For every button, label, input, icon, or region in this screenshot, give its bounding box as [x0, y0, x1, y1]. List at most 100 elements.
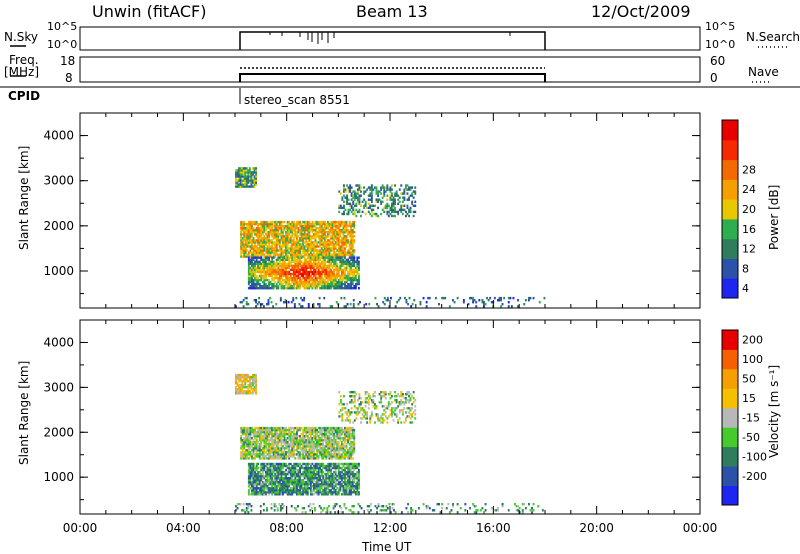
- data-cell: [247, 474, 250, 478]
- data-cell: [248, 390, 251, 393]
- data-cell: [299, 260, 301, 263]
- data-cell: [317, 249, 320, 252]
- data-cell: [473, 299, 476, 302]
- data-cell: [265, 470, 267, 474]
- data-cell: [297, 266, 300, 270]
- data-cell: [308, 426, 311, 430]
- data-cell: [268, 468, 270, 472]
- data-cell: [247, 224, 250, 228]
- data-cell: [268, 268, 270, 272]
- data-cell: [314, 485, 317, 488]
- data-cell: [247, 384, 250, 387]
- data-cell: [268, 270, 270, 274]
- data-cell: [254, 233, 256, 236]
- data-cell: [322, 439, 325, 442]
- data-cell: [274, 468, 277, 472]
- data-cell: [330, 479, 332, 482]
- data-cell: [291, 253, 294, 256]
- data-cell: [351, 229, 354, 232]
- colorbar-swatch: [722, 278, 738, 299]
- data-cell: [339, 430, 342, 434]
- data-cell: [355, 417, 358, 420]
- data-cell: [309, 428, 312, 432]
- data-cell: [236, 375, 239, 379]
- data-cell: [255, 443, 258, 446]
- data-cell: [306, 235, 309, 238]
- data-cell: [350, 391, 353, 394]
- data-cell: [339, 276, 342, 280]
- data-cell: [305, 224, 308, 228]
- data-cell: [258, 268, 261, 272]
- data-cell: [350, 487, 353, 490]
- data-cell: [309, 245, 312, 248]
- data-cell: [344, 227, 346, 230]
- data-cell: [311, 428, 314, 432]
- data-cell: [340, 432, 343, 436]
- data-cell: [255, 380, 257, 383]
- data-cell: [288, 251, 291, 254]
- data-cell: [255, 258, 258, 261]
- data-cell: [343, 403, 345, 406]
- data-cell: [257, 481, 260, 484]
- data-cell: [258, 231, 261, 234]
- data-cell: [247, 173, 250, 176]
- data-cell: [323, 229, 326, 232]
- data-cell: [289, 272, 292, 276]
- data-cell: [348, 220, 351, 224]
- data-cell: [377, 198, 379, 201]
- data-cell: [265, 443, 267, 446]
- data-cell: [325, 264, 328, 268]
- data-cell: [249, 227, 252, 230]
- data-cell: [355, 194, 358, 197]
- data-cell: [297, 227, 300, 230]
- data-cell: [272, 282, 275, 286]
- data-cell: [345, 285, 348, 288]
- data-cell: [278, 264, 281, 268]
- data-cell: [301, 299, 304, 302]
- data-cell: [255, 472, 258, 476]
- data-cell: [292, 274, 295, 278]
- data-cell: [319, 276, 322, 280]
- data-cell: [351, 443, 354, 446]
- data-cell: [244, 457, 247, 460]
- data-cell: [517, 305, 519, 308]
- data-cell: [261, 264, 264, 268]
- data-cell: [334, 266, 337, 270]
- data-cell: [254, 472, 256, 476]
- data-cell: [330, 280, 332, 284]
- data-cell: [316, 479, 318, 482]
- data-cell: [251, 235, 253, 238]
- data-cell: [414, 200, 417, 203]
- data-cell: [294, 453, 297, 456]
- data-cell: [352, 421, 355, 424]
- data-cell: [306, 479, 309, 482]
- data-cell: [299, 489, 301, 492]
- data-cell: [274, 453, 277, 456]
- data-cell: [297, 262, 300, 265]
- data-cell: [257, 470, 260, 474]
- data-cell: [342, 272, 345, 276]
- data-cell: [265, 251, 267, 254]
- data-cell: [255, 287, 258, 290]
- data-cell: [292, 439, 295, 442]
- data-cell: [363, 206, 365, 210]
- data-cell: [303, 222, 306, 226]
- data-cell: [334, 453, 337, 456]
- data-cell: [331, 439, 334, 442]
- data-cell: [313, 285, 315, 288]
- data-cell: [275, 455, 278, 458]
- data-cell: [334, 268, 337, 272]
- data-cell: [412, 210, 415, 214]
- data-cell: [319, 270, 322, 274]
- data-cell: [288, 445, 291, 448]
- data-cell: [348, 241, 351, 244]
- data-cell: [271, 276, 274, 280]
- data-cell: [385, 299, 388, 302]
- data-cell: [333, 437, 336, 440]
- data-cell: [254, 487, 256, 490]
- data-cell: [311, 474, 314, 478]
- data-cell: [268, 430, 270, 434]
- data-cell: [244, 181, 247, 184]
- data-cell: [334, 468, 337, 472]
- data-cell: [325, 464, 328, 468]
